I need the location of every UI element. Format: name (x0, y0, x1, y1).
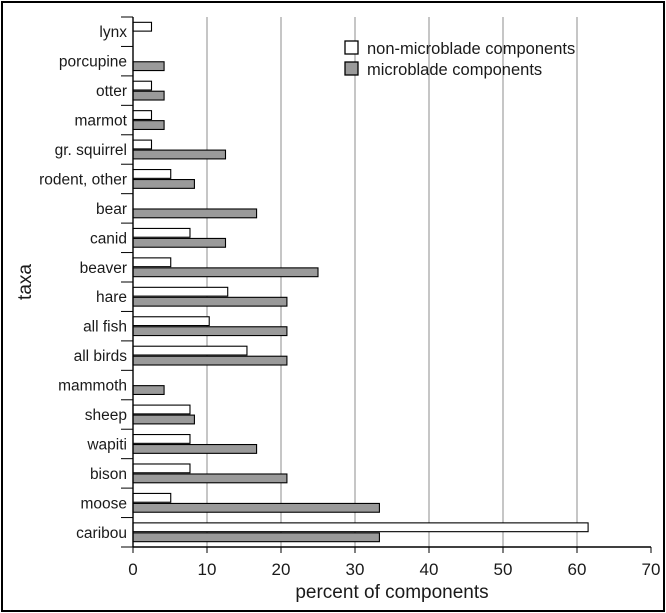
bar-wapiti-non-microblade (132, 433, 191, 444)
legend-label-microblade: microblade components (367, 61, 542, 79)
bar-gr-squirrel-non-microblade (132, 139, 153, 150)
category-label-moose: moose (80, 495, 127, 512)
bar-beaver-non-microblade (132, 257, 172, 268)
bar-hare-non-microblade (132, 286, 229, 297)
legend-label-non-microblade: non-microblade components (367, 40, 575, 58)
bar-rodent-other-microblade (132, 178, 195, 189)
bar-bison-non-microblade (132, 463, 191, 474)
category-label-hare: hare (96, 289, 127, 306)
category-label-all-birds: all birds (74, 348, 128, 365)
bar-otter-microblade (132, 90, 165, 101)
category-label-porcupine: porcupine (59, 54, 127, 71)
x-tick-labels: 0 10 20 30 40 50 60 70 (128, 560, 660, 579)
bar-all-fish-microblade (132, 326, 288, 337)
bar-wapiti-microblade (132, 443, 258, 454)
x-tick-label-60: 60 (568, 560, 587, 579)
x-tick-label-10: 10 (198, 560, 217, 579)
bar-moose-non-microblade (132, 492, 172, 503)
x-axis-title: percent of components (295, 582, 488, 603)
bar-hare-microblade (132, 296, 288, 307)
category-label-gr-squirrel: gr. squirrel (55, 142, 127, 159)
x-tick-label-20: 20 (272, 560, 291, 579)
x-tick-label-40: 40 (420, 560, 439, 579)
category-labels: lynx porcupine otter marmot gr. squirrel rode… (39, 24, 128, 542)
bar-porcupine-microblade (132, 61, 165, 72)
axes (121, 16, 652, 553)
bar-all-birds-non-microblade (132, 345, 248, 356)
category-label-caribou: caribou (76, 525, 127, 542)
category-label-rodent-other: rodent, other (39, 171, 127, 188)
category-label-lynx: lynx (99, 24, 127, 41)
bar-canid-non-microblade (132, 227, 191, 238)
category-label-wapiti: wapiti (86, 436, 127, 453)
x-tick-label-70: 70 (642, 560, 661, 579)
bar-marmot-microblade (132, 120, 165, 131)
bar-moose-microblade (132, 502, 380, 513)
category-label-marmot: marmot (74, 113, 127, 130)
bar-bear-microblade (132, 208, 258, 219)
y-axis-title: taxa (15, 264, 36, 300)
category-label-canid: canid (90, 230, 127, 247)
bar-mammoth-microblade (132, 385, 165, 396)
bar-beaver-microblade (132, 267, 319, 278)
bar-otter-non-microblade (132, 80, 153, 91)
legend-swatch-microblade (344, 61, 359, 76)
category-label-bison: bison (90, 466, 127, 483)
category-label-all-fish: all fish (83, 319, 127, 336)
bar-all-fish-non-microblade (132, 316, 210, 327)
bar-rodent-other-non-microblade (132, 168, 172, 179)
gridlines (206, 17, 578, 547)
category-label-bear: bear (96, 201, 127, 218)
category-label-otter: otter (96, 83, 127, 100)
bar-sheep-microblade (132, 414, 195, 425)
bar-sheep-non-microblade (132, 404, 191, 415)
bars (132, 21, 589, 543)
bar-marmot-non-microblade (132, 110, 153, 121)
legend: non-microblade components microblade com… (344, 40, 575, 79)
bar-caribou-microblade (132, 532, 380, 543)
bar-gr-squirrel-microblade (132, 149, 227, 160)
bar-all-birds-microblade (132, 355, 288, 366)
x-tick-label-30: 30 (346, 560, 365, 579)
category-label-beaver: beaver (80, 260, 127, 277)
bar-lynx-non-microblade (132, 21, 153, 32)
legend-swatch-non-microblade (344, 40, 359, 55)
bar-bison-microblade (132, 473, 288, 484)
x-tick-label-0: 0 (128, 560, 137, 579)
category-label-sheep: sheep (85, 407, 127, 424)
x-tick-label-50: 50 (494, 560, 513, 579)
bar-canid-microblade (132, 237, 227, 248)
category-label-mammoth: mammoth (58, 378, 127, 395)
bar-caribou-non-microblade (132, 522, 589, 533)
